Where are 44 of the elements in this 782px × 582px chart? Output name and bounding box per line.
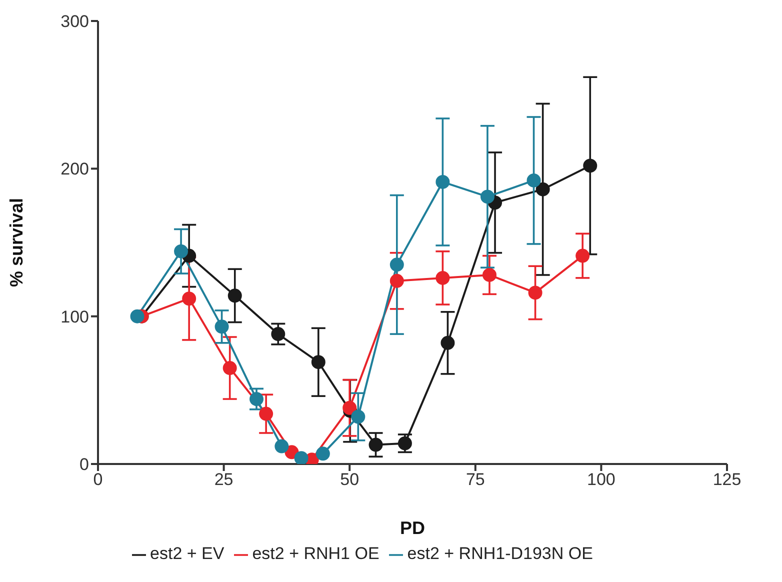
point — [271, 327, 286, 342]
x-tick-label: 125 — [712, 470, 742, 490]
legend-label: est2 + RNH1-D193N OE — [407, 544, 593, 563]
point — [368, 438, 383, 452]
point — [390, 274, 404, 288]
point — [436, 174, 450, 189]
point — [351, 410, 366, 424]
point — [398, 436, 412, 450]
y-tick-label: 300 — [60, 12, 89, 32]
point — [130, 309, 144, 324]
point — [576, 248, 590, 263]
y-tick-label: 100 — [60, 307, 89, 326]
point — [214, 320, 229, 334]
point — [390, 258, 404, 272]
point — [294, 451, 308, 464]
x-tick-label: 25 — [214, 470, 234, 490]
point — [440, 336, 455, 350]
point — [182, 292, 196, 306]
point — [174, 244, 188, 258]
point — [480, 190, 494, 204]
point — [259, 406, 274, 421]
point — [316, 446, 330, 461]
y-tick-label: 200 — [60, 160, 89, 179]
point — [222, 361, 237, 376]
x-tick-label: 100 — [587, 470, 616, 490]
point — [526, 173, 541, 188]
x-tick-label: 75 — [466, 470, 485, 490]
x-axis-title: PD — [400, 518, 426, 538]
legend-label: est2 + RNH1 OE — [252, 544, 380, 563]
point — [274, 439, 289, 454]
legend-label: est2 + EV — [150, 544, 224, 563]
point — [536, 182, 550, 196]
point — [250, 392, 264, 406]
x-tick-label: 50 — [340, 470, 360, 490]
point — [311, 355, 326, 370]
point — [342, 400, 357, 415]
y-axis-title: % survival — [6, 198, 26, 288]
y-tick-label: 0 — [80, 455, 89, 474]
point — [436, 270, 450, 285]
point — [528, 286, 542, 300]
point — [482, 268, 496, 282]
point — [228, 288, 242, 303]
point — [583, 158, 598, 173]
x-tick-label: 0 — [93, 470, 103, 490]
